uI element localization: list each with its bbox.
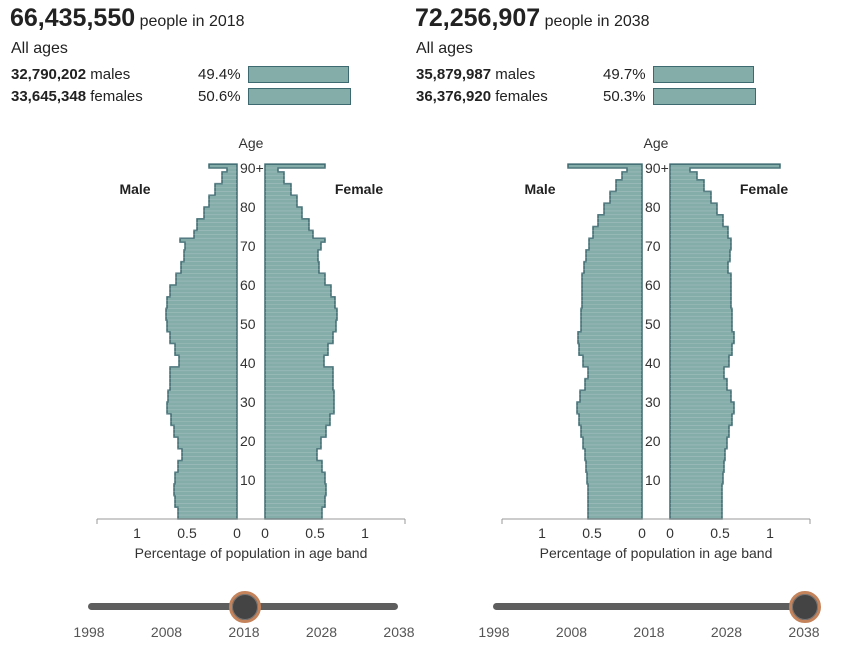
ages-label: All ages — [11, 40, 68, 57]
population-pyramid-chart: 1 0.5 0 0 0.5 1 Percentage of population in ag… — [501, 135, 811, 561]
x-tick-label: 0.5 — [582, 525, 602, 541]
female-word: females — [90, 88, 143, 105]
male-count: 35,879,987 — [416, 66, 492, 83]
slider-tick-label: 2008 — [150, 624, 183, 640]
male-share-bar — [653, 66, 755, 83]
y-tick-label: 90+ — [240, 160, 264, 176]
female-label: Female — [740, 181, 788, 197]
x-tick-label: 1 — [538, 525, 546, 541]
population-headline: 66,435,550 people in 2018 — [10, 4, 245, 33]
x-tick-label: 0.5 — [177, 525, 197, 541]
population-headline: 72,256,907 people in 2038 — [415, 4, 650, 33]
y-axis-title: Age — [239, 135, 264, 151]
total-suffix: people in 2018 — [139, 13, 245, 30]
female-count: 36,376,920 — [416, 88, 492, 105]
y-axis-title: Age — [644, 135, 669, 151]
y-tick-label: 10 — [240, 472, 256, 488]
male-percent: 49.7% — [603, 66, 646, 83]
male-label: Male — [119, 181, 150, 197]
total-population: 72,256,907 — [415, 4, 541, 32]
slider-tick-label: 2028 — [305, 624, 338, 640]
slider-track[interactable] — [493, 603, 803, 610]
male-share-bar — [248, 66, 349, 83]
pyramid-panel-2038: 72,256,907 people in 2038 All ages 35,87… — [405, 0, 825, 663]
pyramid-bars — [535, 163, 805, 520]
y-tick-label: 90+ — [645, 160, 669, 176]
y-tick-label: 70 — [645, 238, 661, 254]
y-tick-label: 40 — [645, 355, 661, 371]
slider-tick-label: 2028 — [710, 624, 743, 640]
male-word: males — [495, 66, 536, 83]
population-pyramid-chart: 1 0.5 0 0 0.5 1 Percentage of population in ag… — [96, 135, 406, 561]
male-percent: 49.4% — [198, 66, 241, 83]
y-tick-label: 50 — [645, 316, 661, 332]
pyramid-bars — [130, 163, 400, 520]
female-share-bar — [248, 88, 352, 105]
y-tick-label: 80 — [240, 199, 256, 215]
total-suffix: people in 2038 — [544, 13, 650, 30]
x-axis-title: Percentage of population in age band — [135, 545, 368, 561]
ages-label: All ages — [416, 40, 473, 57]
slider-tick-label: 2038 — [788, 624, 820, 640]
y-tick-label: 20 — [645, 433, 661, 449]
x-tick-label: 0 — [638, 525, 646, 541]
slider-tick-label: 2018 — [633, 624, 665, 640]
slider-tick-label: 2018 — [228, 624, 260, 640]
y-tick-label: 20 — [240, 433, 256, 449]
slider-tick-label: 1998 — [478, 624, 510, 640]
female-share-bar — [653, 88, 756, 105]
pyramid-panel-2018: 66,435,550 people in 2018 All ages 32,79… — [0, 0, 420, 663]
x-tick-label: 0.5 — [305, 525, 325, 541]
slider-handle[interactable] — [789, 591, 821, 623]
x-tick-label: 1 — [361, 525, 369, 541]
male-summary-row: 32,790,202 males 49.4% — [11, 66, 351, 86]
male-word: males — [90, 66, 131, 83]
y-tick-label: 80 — [645, 199, 661, 215]
female-percent: 50.6% — [198, 88, 241, 105]
x-tick-label: 0 — [261, 525, 269, 541]
x-tick-label: 0.5 — [710, 525, 730, 541]
female-summary-row: 33,645,348 females 50.6% — [11, 88, 352, 108]
male-count: 32,790,202 — [11, 66, 87, 83]
x-tick-label: 1 — [766, 525, 774, 541]
x-tick-label: 1 — [133, 525, 141, 541]
y-tick-label: 10 — [645, 472, 661, 488]
year-slider[interactable]: 1998 2008 2018 2028 2038 — [73, 590, 415, 650]
y-tick-label: 60 — [240, 277, 256, 293]
slider-tick-label: 2008 — [555, 624, 588, 640]
male-summary-row: 35,879,987 males 49.7% — [416, 66, 756, 86]
female-population-area — [669, 163, 781, 520]
slider-tick-label: 2038 — [383, 624, 415, 640]
female-population-area — [264, 163, 338, 520]
y-tick-label: 70 — [240, 238, 256, 254]
y-tick-label: 30 — [240, 394, 256, 410]
female-count: 33,645,348 — [11, 88, 87, 105]
x-axis-title: Percentage of population in age band — [540, 545, 773, 561]
female-percent: 50.3% — [603, 88, 646, 105]
year-slider[interactable]: 1998 2008 2018 2028 2038 — [478, 590, 821, 650]
slider-handle[interactable] — [229, 591, 261, 623]
y-tick-label: 50 — [240, 316, 256, 332]
male-label: Male — [524, 181, 555, 197]
x-tick-label: 0 — [666, 525, 674, 541]
female-summary-row: 36,376,920 females 50.3% — [416, 88, 756, 108]
y-tick-label: 40 — [240, 355, 256, 371]
male-population-area — [165, 163, 238, 520]
y-tick-label: 60 — [645, 277, 661, 293]
x-tick-label: 0 — [233, 525, 241, 541]
female-word: females — [495, 88, 548, 105]
slider-tick-label: 1998 — [73, 624, 105, 640]
female-label: Female — [335, 181, 383, 197]
total-population: 66,435,550 — [10, 4, 136, 32]
male-population-area — [567, 163, 643, 520]
y-tick-label: 30 — [645, 394, 661, 410]
